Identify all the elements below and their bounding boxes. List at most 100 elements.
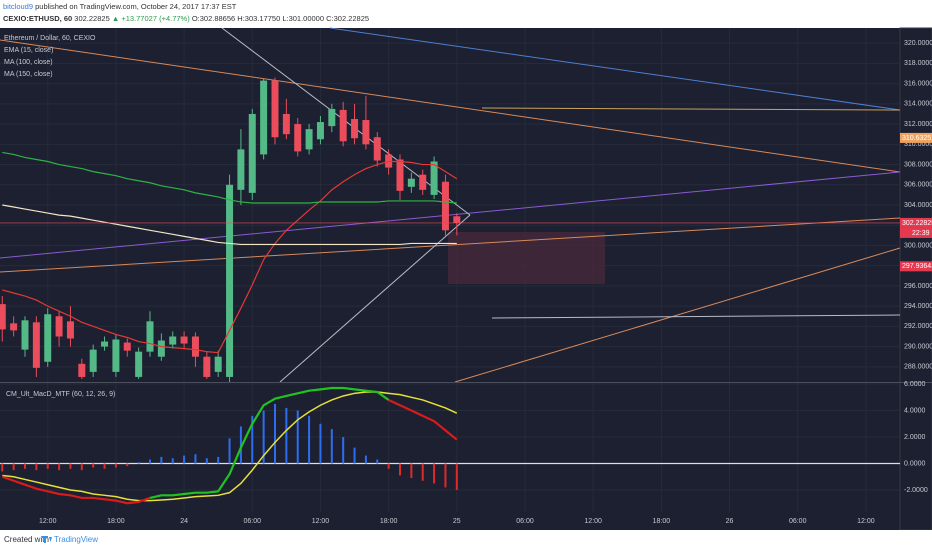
candle-body xyxy=(328,108,336,127)
arrow-line xyxy=(491,314,901,319)
price-tag xyxy=(900,132,932,143)
histogram-bar xyxy=(308,415,311,464)
candle-body xyxy=(237,149,245,190)
x-tick-label: 25 xyxy=(453,518,461,525)
candle-body xyxy=(407,178,415,187)
ohlc: O:302.88656 H:303.17750 L:301.00000 C:30… xyxy=(192,14,369,23)
candle-body xyxy=(419,174,427,190)
histogram-bar xyxy=(114,463,117,468)
histogram-bar xyxy=(228,438,231,464)
candle-body xyxy=(191,336,199,357)
indicator-title: CM_Ult_MacD_MTF (60, 12, 26, 9) xyxy=(6,391,115,398)
quote-line: CEXIO:ETHUSD, 60 302.22825 ▲ +13.77027 (… xyxy=(3,14,369,23)
histogram-bar xyxy=(35,463,38,471)
histogram-bar xyxy=(1,463,4,472)
signal-line xyxy=(2,391,458,502)
x-tick-label: 06:00 xyxy=(516,518,534,525)
histogram-bar xyxy=(376,459,379,464)
histogram-bar xyxy=(455,463,458,491)
histogram-bar xyxy=(80,463,83,471)
change: ▲ +13.77027 (+4.77%) xyxy=(112,14,190,23)
histogram-bar xyxy=(353,447,356,464)
histogram-bar xyxy=(285,407,288,464)
header-bg xyxy=(0,0,932,28)
histogram-bar xyxy=(194,454,197,464)
candle-body xyxy=(214,356,222,372)
histogram-bar xyxy=(103,463,106,469)
x-tick-label: 06:00 xyxy=(244,518,262,525)
footer-brand: TradingView xyxy=(54,535,98,544)
trendline xyxy=(454,247,901,383)
candle-body xyxy=(10,323,18,331)
ma-line xyxy=(2,151,457,204)
candle-body xyxy=(396,159,404,191)
macd-line xyxy=(149,386,390,500)
histogram-bar xyxy=(149,459,151,464)
candle-body xyxy=(248,113,256,193)
histogram-bar xyxy=(399,463,401,476)
price-tag xyxy=(900,261,932,272)
histogram-bar xyxy=(319,423,322,464)
histogram-bar xyxy=(171,458,174,464)
candle-body xyxy=(89,349,97,372)
x-tick-label: 12:00 xyxy=(312,518,330,525)
candle-body xyxy=(44,314,52,362)
histogram-bar xyxy=(330,429,333,464)
macd-line xyxy=(388,398,458,441)
ma-line xyxy=(2,160,458,354)
x-tick-label: 12:00 xyxy=(584,518,602,525)
trendline xyxy=(329,27,901,111)
candle-body xyxy=(157,340,165,357)
histogram-bar xyxy=(69,463,72,469)
y-tick-label: 4.0000 xyxy=(904,407,926,414)
legend-entry: MA (100, close) xyxy=(4,59,53,66)
candle-body xyxy=(78,363,86,377)
ma-line xyxy=(2,204,457,246)
candle-body xyxy=(101,341,109,347)
candle-body xyxy=(203,356,211,377)
histogram-bar xyxy=(58,463,61,471)
y-tick-label: 320.00000 xyxy=(904,40,932,47)
candle-body xyxy=(453,216,461,223)
countdown-tag xyxy=(900,227,932,238)
histogram-bar xyxy=(433,463,436,484)
y-tick-label: 314.00000 xyxy=(904,101,932,108)
author: bitcloud9 xyxy=(3,2,33,11)
y-tick-label: 290.00000 xyxy=(904,343,932,350)
candle-body xyxy=(305,129,313,150)
legend-entry: EMA (15, close) xyxy=(4,47,53,54)
histogram-bar xyxy=(410,463,413,479)
histogram-bar xyxy=(183,455,186,464)
arrow-line xyxy=(481,107,901,111)
trendline xyxy=(0,171,901,259)
x-tick-label: 18:00 xyxy=(653,518,671,525)
y-tick-label: 0.0000 xyxy=(904,460,926,467)
y-tick-label: 318.00000 xyxy=(904,60,932,67)
candle-body xyxy=(32,322,40,368)
candle-body xyxy=(135,351,143,377)
histogram-bar xyxy=(12,463,15,471)
candle-body xyxy=(123,342,131,351)
y-tick-label: 2.0000 xyxy=(904,434,926,441)
candle-body xyxy=(441,181,449,231)
candle-body xyxy=(362,120,370,145)
candle-body xyxy=(430,161,438,195)
histogram-bar xyxy=(342,437,345,464)
candle-body xyxy=(260,80,268,155)
y-tick-label: -2.0000 xyxy=(904,487,928,494)
footer-created: Created with xyxy=(4,535,49,544)
price-tag xyxy=(900,217,932,228)
histogram-bar xyxy=(126,463,129,467)
y-tick-label: 312.00000 xyxy=(904,121,932,128)
drawings xyxy=(0,27,901,383)
x-tick-label: 18:00 xyxy=(380,518,398,525)
histogram-bar xyxy=(217,456,220,464)
candle-body xyxy=(180,336,188,344)
histogram-bar xyxy=(137,462,140,464)
x-tick-label: 18:00 xyxy=(107,518,125,525)
x-tick-label: 12:00 xyxy=(857,518,875,525)
price-tag-label: 297.93643 xyxy=(902,263,932,270)
candle-body xyxy=(146,321,154,352)
y-tick-label: 310.00000 xyxy=(904,141,932,148)
